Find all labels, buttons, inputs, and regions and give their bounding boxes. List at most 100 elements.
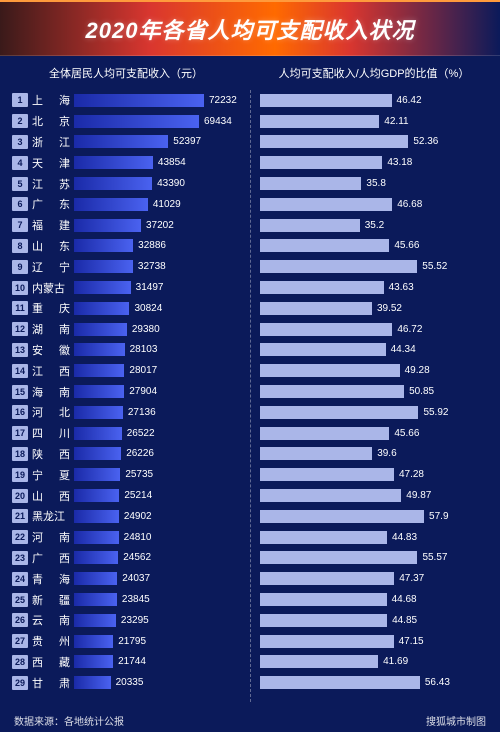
ratio-bar [260,198,392,211]
ratio-value: 39.6 [377,448,396,459]
province-label: 重庆 [32,300,70,316]
columns: 全体居民人均可支配收入（元） 1上海722322北京694343浙江523974… [12,66,488,702]
ratio-bar [260,94,392,107]
rank-badge: 21 [12,509,28,523]
income-value: 21744 [118,656,146,667]
income-bar-wrap: 25735 [74,468,240,481]
province-label: 贵州 [32,633,70,649]
ratio-bar [260,655,378,668]
province-label: 浙江 [32,134,70,150]
income-bar-wrap: 21744 [74,655,240,668]
rank-badge: 10 [12,281,28,295]
ratio-value: 50.85 [409,386,434,397]
table-row: 44.85 [260,610,488,631]
province-label: 北京 [32,113,70,129]
table-row: 28西藏21744 [12,652,240,673]
left-rows: 1上海722322北京694343浙江523974天津438545江苏43390… [12,90,240,693]
table-row: 25新疆23845 [12,589,240,610]
rank-badge: 12 [12,322,28,336]
table-row: 11重庆30824 [12,298,240,319]
ratio-value: 47.37 [399,573,424,584]
rank-badge: 18 [12,447,28,461]
income-value: 26522 [127,428,155,439]
rank-badge: 26 [12,613,28,627]
province-label: 甘肃 [32,675,70,691]
ratio-bar [260,614,387,627]
income-bar-wrap: 23295 [74,614,240,627]
rank-badge: 28 [12,655,28,669]
rank-badge: 27 [12,634,28,648]
left-column-header: 全体居民人均可支配收入（元） [12,66,240,82]
table-row: 5江苏43390 [12,173,240,194]
ratio-bar [260,447,372,460]
income-value: 32738 [138,261,166,272]
table-row: 39.52 [260,298,488,319]
income-bar-wrap: 43390 [74,177,240,190]
rank-badge: 3 [12,135,28,149]
table-row: 50.85 [260,381,488,402]
income-bar-wrap: 28017 [74,364,240,377]
rank-badge: 11 [12,301,28,315]
table-row: 1上海72232 [12,90,240,111]
table-row: 47.28 [260,464,488,485]
ratio-value: 41.69 [383,656,408,667]
table-row: 57.9 [260,506,488,527]
ratio-bar [260,676,420,689]
province-label: 新疆 [32,592,70,608]
ratio-value: 45.66 [394,428,419,439]
table-row: 42.11 [260,111,488,132]
ratio-value: 43.63 [389,282,414,293]
rank-badge: 8 [12,239,28,253]
income-bar [74,635,113,648]
income-value: 72232 [209,95,237,106]
rank-badge: 7 [12,218,28,232]
income-value: 43390 [157,178,185,189]
ratio-bar [260,531,387,544]
table-row: 12湖南29380 [12,319,240,340]
income-bar [74,447,121,460]
income-bar [74,468,120,481]
income-value: 37202 [146,220,174,231]
table-row: 29甘肃20335 [12,672,240,693]
table-row: 44.68 [260,589,488,610]
income-bar-wrap: 27904 [74,385,240,398]
income-bar-wrap: 24037 [74,572,240,585]
province-label: 上海 [32,92,70,108]
ratio-value: 39.52 [377,303,402,314]
income-value: 27904 [129,386,157,397]
income-value: 25735 [125,469,153,480]
table-row: 10内蒙古31497 [12,277,240,298]
income-bar [74,135,168,148]
province-label: 青海 [32,571,70,587]
province-label: 江苏 [32,176,70,192]
rank-badge: 24 [12,572,28,586]
table-row: 44.83 [260,527,488,548]
income-bar-wrap: 24810 [74,531,240,544]
table-row: 46.72 [260,319,488,340]
rank-badge: 17 [12,426,28,440]
rank-badge: 16 [12,405,28,419]
income-bar-wrap: 23845 [74,593,240,606]
table-row: 35.2 [260,215,488,236]
income-bar [74,239,133,252]
table-row: 52.36 [260,132,488,153]
income-bar [74,531,119,544]
rank-badge: 29 [12,676,28,690]
table-row: 21 黑龙江 24902 [12,506,240,527]
ratio-bar [260,260,417,273]
income-value: 25214 [124,490,152,501]
income-bar-wrap: 37202 [74,219,240,232]
province-label: 海南 [32,384,70,400]
right-column: 人均可支配收入/人均GDP的比值（%） 46.4242.1152.3643.18… [250,66,488,702]
income-value: 24562 [123,552,151,563]
income-bar [74,302,129,315]
table-row: 49.28 [260,360,488,381]
income-bar [74,323,127,336]
income-bar-wrap: 24902 [74,510,240,523]
table-row: 55.52 [260,256,488,277]
income-bar [74,177,152,190]
income-bar [74,406,123,419]
ratio-bar [260,156,382,169]
right-rows: 46.4242.1152.3643.1835.846.6835.245.6655… [260,90,488,693]
province-label: 黑龙江 [32,508,70,524]
